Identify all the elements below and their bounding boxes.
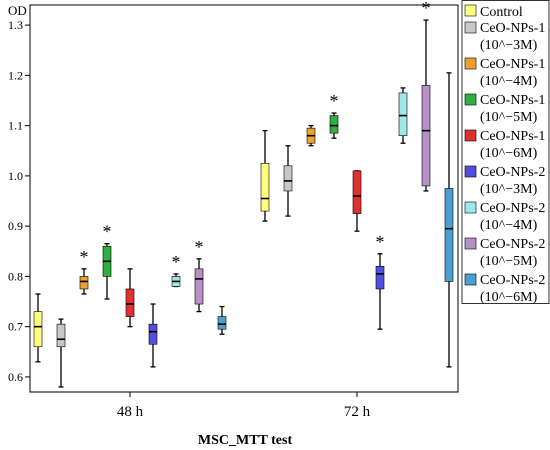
legend-swatch [464, 21, 477, 34]
box-body [444, 188, 454, 282]
legend-label: (10^−6M) [480, 146, 538, 161]
legend-swatch [464, 93, 477, 106]
legend-item-2: CeO-NPs-1 (10^−3M) [464, 21, 545, 53]
legend-label: (10^−4M) [480, 74, 538, 89]
box-9-1 [217, 305, 227, 335]
box-body [56, 323, 66, 348]
x-tick-label: 48 h [117, 404, 144, 420]
legend-item-9: CeO-NPs-2 (10^−6M) [464, 273, 545, 305]
legend: ControlCeO-NPs-1(10^−3M)CeO-NPs-1(10^−4M… [461, 0, 550, 305]
legend-item-1: Control [464, 4, 523, 20]
box-body [329, 115, 339, 134]
box-body [33, 311, 43, 348]
box-body [421, 85, 431, 187]
box-4-1: * [103, 222, 112, 300]
box-4-2: * [329, 91, 339, 139]
plot-frame [29, 4, 459, 393]
box-2-1 [56, 318, 66, 388]
y-tick-label: 0.8 [8, 269, 23, 283]
x-tick-label: 72 h [344, 404, 371, 420]
legend-swatch [464, 273, 477, 286]
significance-star: * [330, 91, 339, 111]
box-body [125, 288, 135, 317]
box-body [352, 170, 362, 214]
legend-label: CeO-NPs-2 [480, 273, 545, 288]
box-8-1: * [194, 237, 204, 313]
y-tick-label: 0.7 [8, 320, 23, 334]
legend-item-3: CeO-NPs-1 (10^−4M) [464, 57, 545, 89]
legend-label: (10^−4M) [480, 218, 538, 233]
box-body [398, 92, 408, 136]
legend-swatch [464, 4, 477, 17]
legend-frame [461, 0, 550, 304]
legend-item-6: CeO-NPs-2 (10^−3M) [464, 165, 545, 197]
significance-star: * [172, 252, 181, 272]
box-5-2 [352, 170, 362, 232]
boxes: * * * * * * * [33, 0, 454, 388]
box-body [148, 323, 158, 345]
significance-star: * [195, 237, 204, 257]
legend-label: CeO-NPs-1 [480, 57, 545, 72]
legend-label: CeO-NPs-1 [480, 129, 545, 144]
box-2-2 [283, 145, 293, 217]
legend-label: Control [480, 5, 523, 20]
box-body [217, 316, 227, 330]
legend-item-5: CeO-NPs-1 (10^−6M) [464, 129, 545, 161]
legend-label: CeO-NPs-2 [480, 237, 545, 252]
y-tick-label: 0.6 [8, 370, 23, 384]
y-tick-label: 1.3 [8, 18, 23, 32]
significance-star: * [80, 247, 89, 267]
significance-star: * [376, 232, 385, 252]
box-body [260, 163, 270, 212]
box-7-1: * [172, 252, 181, 288]
legend-item-7: CeO-NPs-2 (10^−4M) [464, 201, 545, 233]
legend-label: CeO-NPs-1 [480, 93, 545, 108]
y-axis-label: OD [8, 3, 27, 18]
box-1-2 [260, 129, 270, 222]
box-3-1: * [79, 247, 89, 295]
y-tick-label: 1.1 [8, 119, 23, 133]
box-6-2: * [375, 232, 385, 330]
x-axis-label: MSC_MTT test [198, 433, 293, 448]
legend-label: CeO-NPs-2 [480, 201, 545, 216]
legend-label: (10^−5M) [480, 110, 538, 125]
significance-star: * [422, 0, 431, 18]
box-8-2: * [421, 0, 431, 192]
legend-label: (10^−3M) [480, 38, 538, 53]
legend-label: (10^−6M) [480, 290, 538, 305]
box-1-1 [33, 293, 43, 363]
y-tick-label: 1.0 [8, 169, 23, 183]
legend-label: CeO-NPs-1 [480, 21, 545, 36]
legend-swatch [464, 129, 477, 142]
box-body [375, 266, 385, 290]
y-tick-label: 0.9 [8, 219, 23, 233]
box-body [283, 165, 293, 192]
box-9-2 [444, 72, 454, 368]
box-body [79, 276, 89, 290]
legend-item-4: CeO-NPs-1 (10^−5M) [464, 93, 545, 125]
box-7-2 [398, 87, 408, 144]
box-5-1 [125, 268, 135, 328]
y-tick-label: 1.2 [8, 68, 23, 82]
box-6-1 [148, 303, 158, 368]
legend-swatch [464, 237, 477, 250]
legend-label: CeO-NPs-2 [480, 165, 545, 180]
box-3-2 [306, 124, 316, 147]
significance-star: * [103, 222, 112, 242]
legend-swatch [464, 165, 477, 178]
axes: 0.6 0.7 0.8 0.9 1.0 1.1 1.2 1.3 48 h 72 h [8, 4, 459, 420]
legend-swatch [464, 57, 477, 70]
legend-label: (10^−3M) [480, 182, 538, 197]
legend-label: (10^−5M) [480, 254, 538, 269]
box-body [194, 268, 204, 305]
legend-swatch [464, 201, 477, 214]
legend-item-8: CeO-NPs-2 (10^−5M) [464, 237, 545, 269]
